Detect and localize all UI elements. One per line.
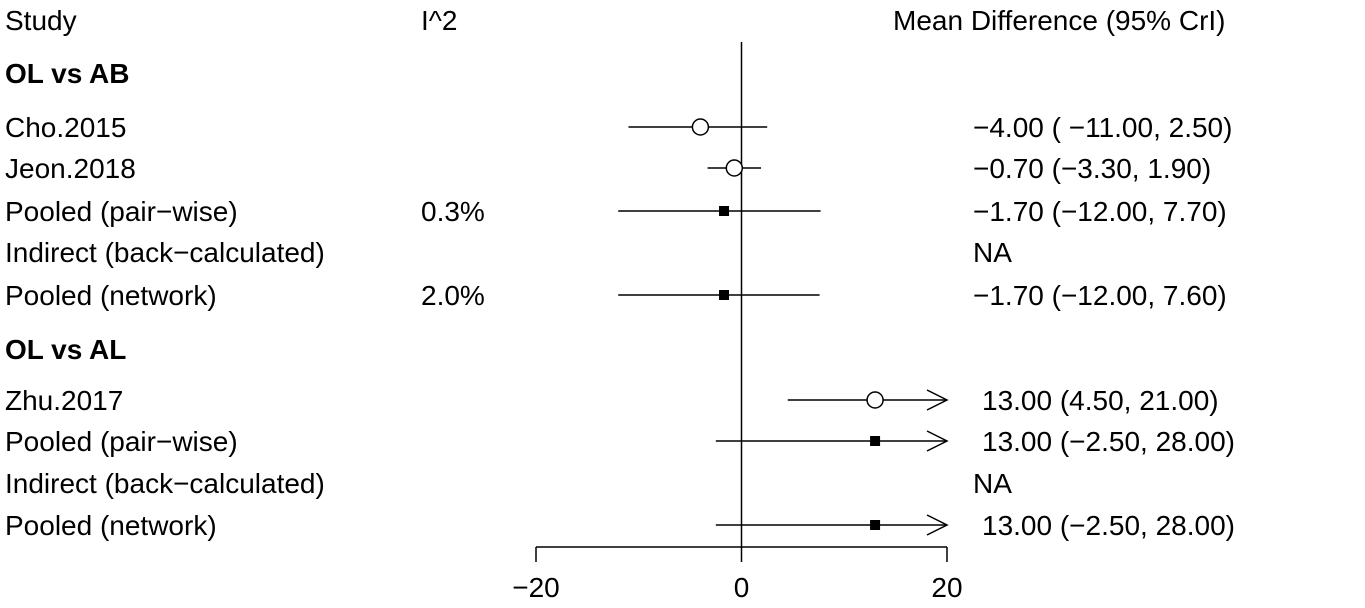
x-tick-label: −20 <box>512 572 560 603</box>
group-title: OL vs AL <box>5 334 126 365</box>
study-label: Pooled (network) <box>5 510 217 541</box>
effect-text: −1.70 (−12.00, 7.60) <box>973 280 1227 311</box>
effect-text: 13.00 (4.50, 21.00) <box>982 385 1219 416</box>
point-estimate-circle <box>725 159 744 177</box>
study-label: Indirect (back−calculated) <box>5 468 325 499</box>
ci-arrow <box>926 389 949 411</box>
study-label: Pooled (network) <box>5 280 217 311</box>
ci-arrow <box>926 514 949 536</box>
x-tick-label: 0 <box>734 572 750 603</box>
effect-text: NA <box>973 468 1012 499</box>
study-label: Zhu.2017 <box>5 385 123 416</box>
study-label: Pooled (pair−wise) <box>5 426 238 457</box>
header-study: Study <box>5 5 77 36</box>
effect-text: 13.00 (−2.50, 28.00) <box>982 510 1235 541</box>
point-estimate-circle <box>866 391 884 409</box>
i2-value: 2.0% <box>421 280 485 311</box>
point-estimate-square <box>870 436 881 446</box>
study-label: Jeon.2018 <box>5 153 136 184</box>
effect-text: −1.70 (−12.00, 7.70) <box>973 196 1227 227</box>
point-estimate-square <box>719 206 730 216</box>
point-estimate-square <box>719 290 730 300</box>
ci-arrow <box>926 430 949 452</box>
study-label: Pooled (pair−wise) <box>5 196 238 227</box>
study-label: Cho.2015 <box>5 112 126 143</box>
header-i2: I^2 <box>421 5 458 36</box>
header-effect: Mean Difference (95% CrI) <box>893 5 1226 36</box>
effect-text: −4.00 ( −11.00, 2.50) <box>973 112 1232 143</box>
i2-value: 0.3% <box>421 196 485 227</box>
effect-text: NA <box>973 237 1012 268</box>
x-tick-label: 20 <box>931 572 962 603</box>
point-estimate-square <box>870 520 881 530</box>
group-title: OL vs AB <box>5 58 129 89</box>
effect-text: 13.00 (−2.50, 28.00) <box>982 426 1235 457</box>
point-estimate-circle <box>691 118 710 136</box>
study-label: Indirect (back−calculated) <box>5 237 325 268</box>
effect-text: −0.70 (−3.30, 1.90) <box>973 153 1211 184</box>
